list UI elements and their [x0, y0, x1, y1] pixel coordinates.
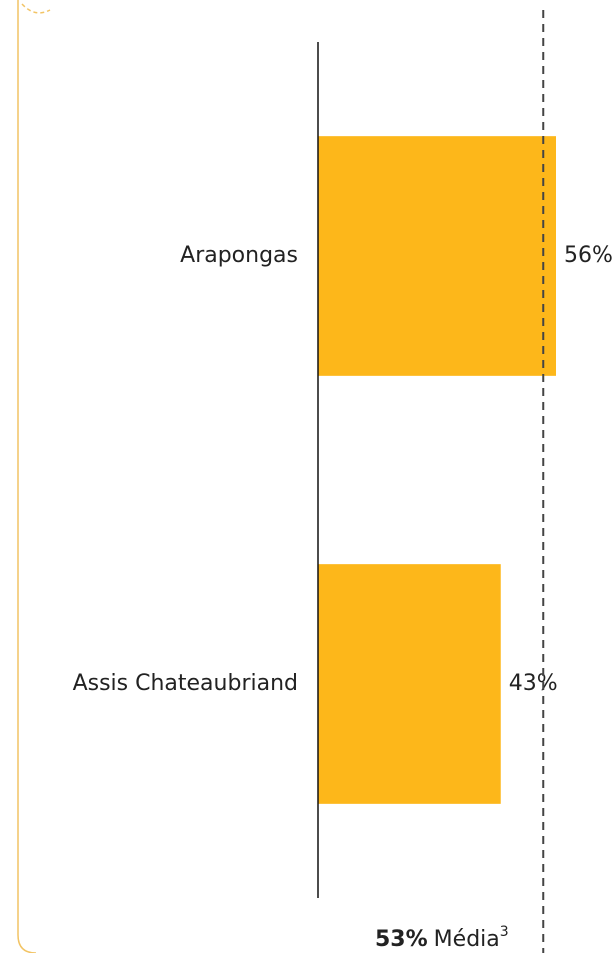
- value-label: 56%: [564, 243, 613, 268]
- average-value: 53%: [375, 927, 428, 952]
- category-label: Arapongas: [180, 243, 298, 268]
- average-label: 53% Média3: [375, 924, 509, 952]
- bar: [318, 564, 501, 804]
- average-name: Média: [434, 927, 500, 952]
- value-label: 43%: [509, 671, 558, 696]
- average-note: 3: [500, 924, 509, 940]
- panel-icon: [21, 3, 51, 14]
- panel-border: [17, 0, 37, 953]
- bar: [318, 136, 556, 376]
- category-label: Assis Chateaubriand: [73, 671, 298, 696]
